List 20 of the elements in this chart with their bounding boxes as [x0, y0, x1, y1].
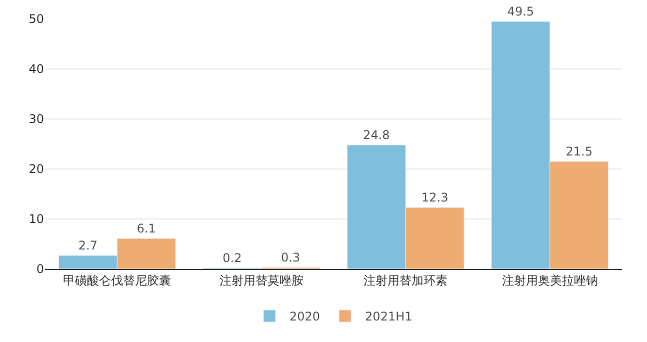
data-label: 0.3 [281, 250, 300, 264]
y-tick-label: 50 [28, 12, 44, 26]
data-label: 12.3 [421, 190, 448, 204]
data-label: 24.8 [363, 128, 390, 142]
x-tick-label: 注射用替莫唑胺 [219, 273, 304, 288]
x-tick-label: 注射用替加环素 [364, 273, 448, 288]
data-label: 0.2 [222, 251, 242, 265]
y-tick-label: 30 [28, 112, 44, 126]
data-label: 2.7 [78, 238, 98, 252]
y-tick-label: 0 [36, 262, 44, 276]
legend-label: 2021H1 [365, 310, 412, 324]
data-label: 21.5 [566, 144, 592, 158]
data-label: 49.5 [507, 4, 534, 18]
legend-label: 2020 [290, 310, 320, 324]
data-label: 6.1 [136, 222, 156, 236]
x-tick-label: 甲磺酸仑伐替尼胶囊 [63, 273, 172, 288]
y-tick-label: 20 [28, 162, 44, 176]
y-tick-label: 10 [28, 212, 44, 226]
x-tick-label: 注射用奥美拉唑钠 [502, 273, 598, 288]
y-tick-label: 40 [28, 62, 44, 76]
